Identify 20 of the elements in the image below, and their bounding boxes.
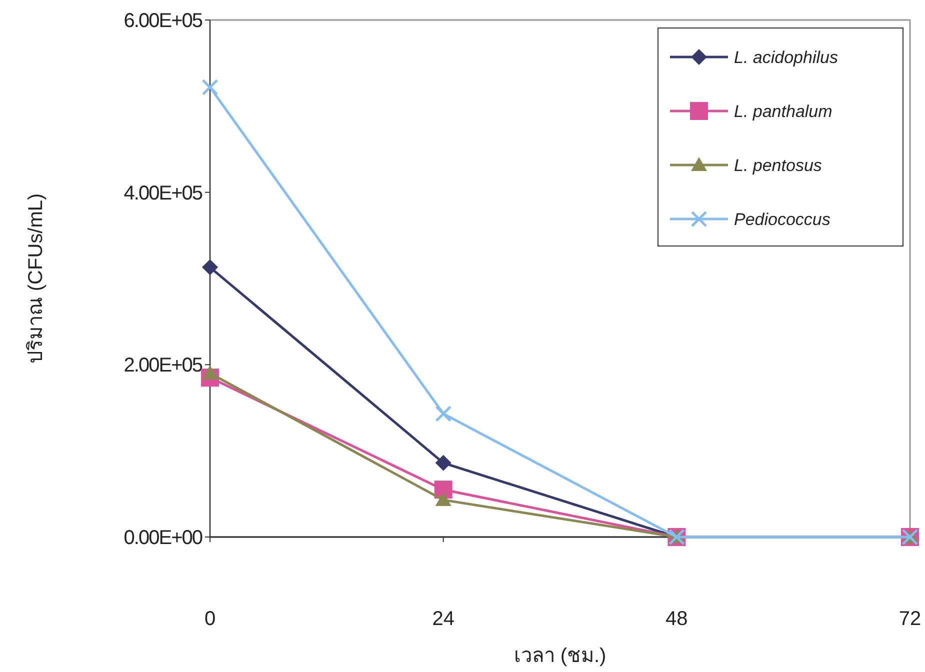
y-tick-label: 0.00E+00 bbox=[124, 527, 203, 549]
point bbox=[202, 365, 218, 380]
point bbox=[202, 78, 218, 96]
y-tick-label: 6.00E+05 bbox=[124, 10, 203, 32]
x-tick-label: 0 bbox=[204, 608, 216, 630]
point bbox=[435, 406, 452, 422]
legend-label: L. panthalum bbox=[734, 102, 832, 121]
x-tick-label: 48 bbox=[666, 608, 688, 630]
x-tick-label: 72 bbox=[898, 608, 922, 630]
point bbox=[435, 492, 452, 506]
y-axis-title: ปริมาณ (CFUs/mL) bbox=[25, 193, 47, 364]
y-tick-label: 2.00E+05 bbox=[124, 354, 203, 377]
point bbox=[435, 454, 452, 471]
legend-label: L. acidophilus bbox=[734, 48, 838, 67]
x-tick-label: 24 bbox=[432, 608, 454, 630]
y-tick-label: 4.00E+05 bbox=[124, 182, 203, 204]
legend-label: Pediococcus bbox=[734, 210, 831, 229]
legend-label: L. pentosus bbox=[734, 156, 822, 175]
x-axis-title: เวลา (ชม.) bbox=[514, 645, 606, 667]
point bbox=[202, 259, 218, 276]
